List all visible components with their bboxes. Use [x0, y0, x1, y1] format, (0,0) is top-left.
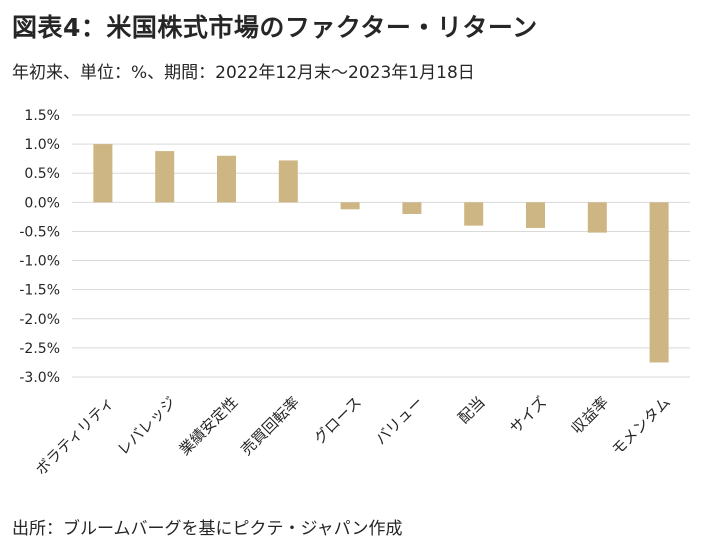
bar [587, 202, 607, 233]
x-tick-label: 業績安定性 [176, 393, 242, 459]
bar-chart: 1.5% 1.0% 0.5% 0.0% -0.5% -1.0% -1.5% -2.0% -2.5… [19, 108, 690, 479]
y-tick-label: -1.0% [19, 254, 60, 270]
bar [340, 202, 360, 210]
x-tick-label: サイズ [506, 393, 550, 437]
y-tick-label: 0.5% [24, 166, 60, 182]
x-tick-label: 配当 [455, 393, 489, 427]
bar [649, 202, 669, 363]
bar [464, 202, 484, 226]
y-tick-label: 1.0% [24, 137, 60, 153]
y-tick-label: 1.5% [24, 108, 60, 124]
chart-title: 図表4：米国株式市場のファクター・リターン [12, 13, 538, 42]
x-tick-label: グロース [310, 393, 365, 448]
y-tick-label: -1.5% [19, 283, 60, 299]
bar [155, 151, 175, 203]
gridlines [72, 114, 690, 378]
bar [217, 155, 236, 203]
chart-subtitle: 年初来、単位：%、期間：2022年12月末～2023年1月18日 [12, 63, 475, 83]
bars [93, 144, 669, 363]
x-tick-label: バリュー [372, 393, 427, 448]
x-tick-label: 収益率 [568, 393, 613, 438]
y-tick-label: -3.0% [19, 370, 60, 386]
bar [93, 144, 113, 203]
y-tick-label: -2.5% [19, 341, 60, 357]
x-tick-label: レバレッジ [114, 393, 180, 459]
y-tick-label: 0.0% [24, 195, 60, 211]
bar [278, 160, 298, 203]
y-tick-label: -2.0% [19, 312, 60, 328]
bar [402, 202, 422, 214]
source-note: 出所：ブルームバーグを基にピクテ・ジャパン作成 [12, 519, 403, 539]
bar [526, 202, 545, 228]
y-axis-ticks: 1.5% 1.0% 0.5% 0.0% -0.5% -1.0% -1.5% -2.0% -2.5… [19, 108, 60, 386]
x-tick-label: モメンタム [608, 393, 674, 459]
x-tick-label: 売買回転率 [237, 393, 303, 459]
x-tick-label: ボラティリティ [32, 393, 118, 479]
y-tick-label: -0.5% [19, 224, 60, 240]
